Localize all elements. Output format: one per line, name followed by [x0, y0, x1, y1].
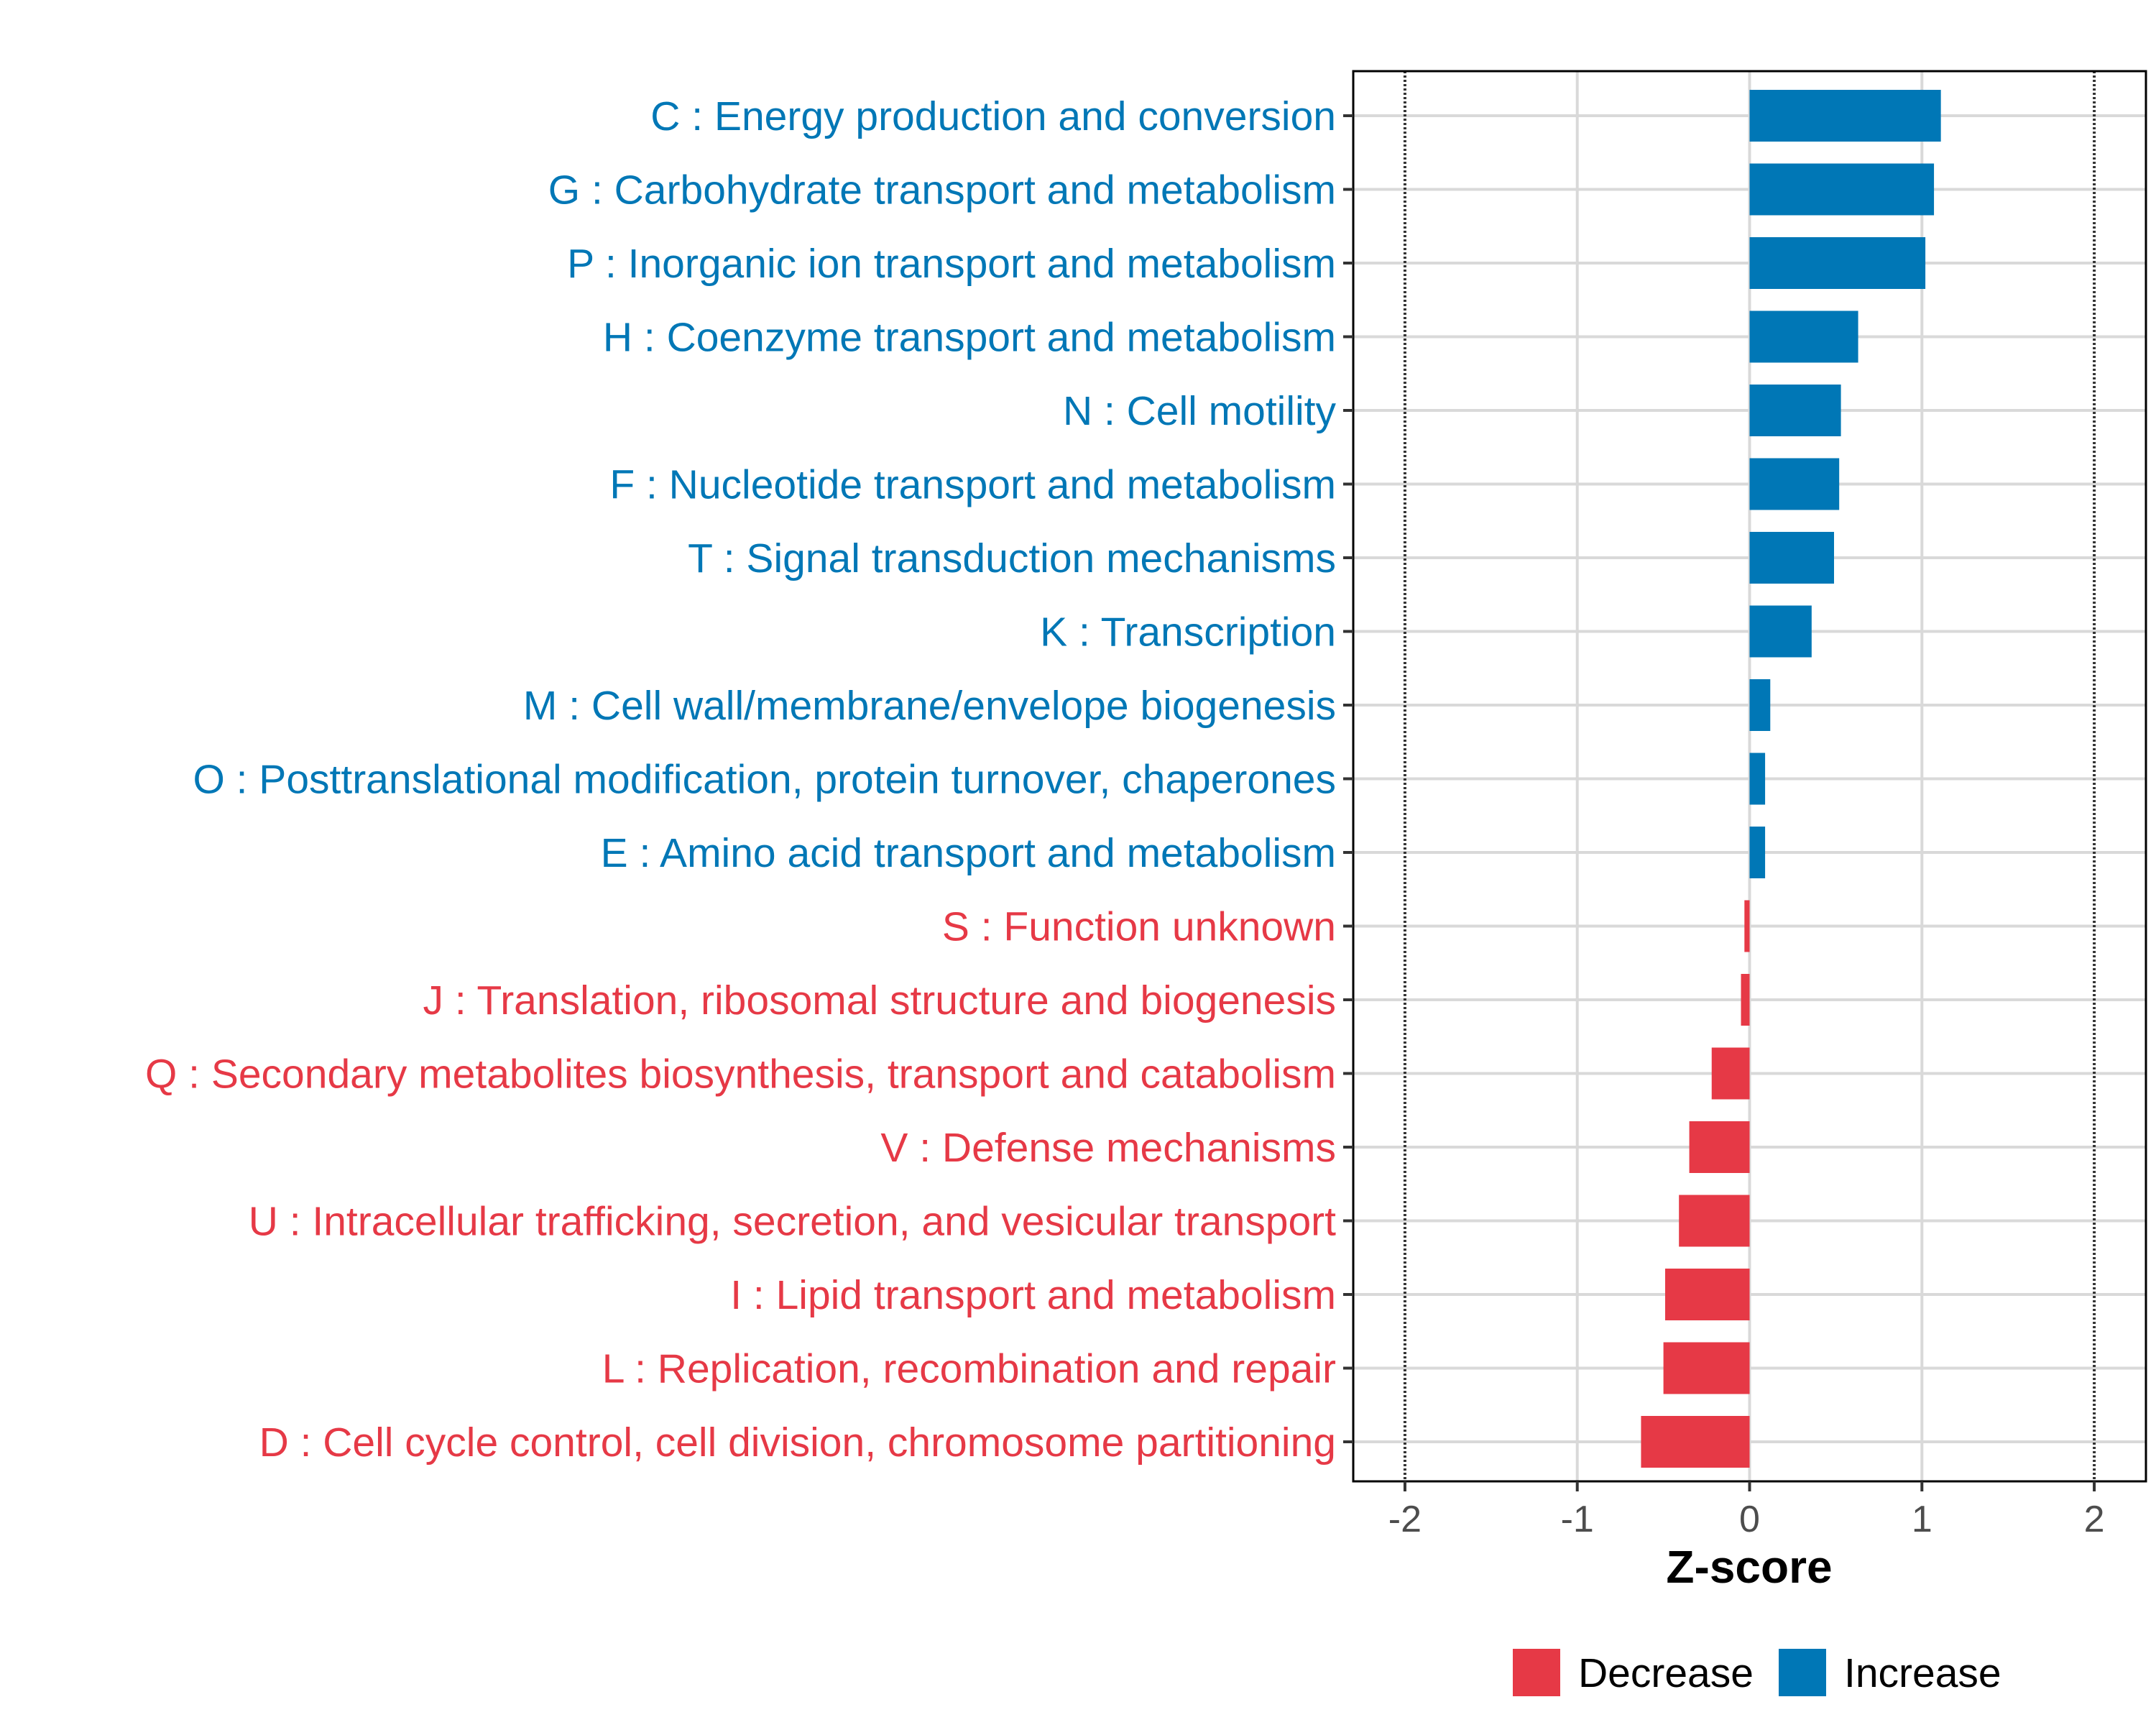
bar: [1741, 974, 1750, 1026]
bar: [1663, 1342, 1750, 1394]
bar: [1749, 827, 1766, 878]
bar: [1749, 310, 1858, 363]
x-tick-label: -2: [1388, 1499, 1422, 1540]
x-tick-label: 1: [1912, 1499, 1932, 1540]
category-label: I : Lipid transport and metabolism: [730, 1272, 1336, 1318]
category-label: U : Intracellular trafficking, secretion…: [249, 1199, 1336, 1245]
category-label: V : Defense mechanisms: [880, 1125, 1336, 1171]
category-label: D : Cell cycle control, cell division, c…: [259, 1420, 1336, 1466]
x-tick-label: 2: [2084, 1499, 2105, 1540]
legend-swatch-decrease: [1513, 1649, 1560, 1696]
category-label: Q : Secondary metabolites biosynthesis, …: [145, 1052, 1336, 1098]
bar: [1749, 753, 1766, 805]
bar: [1749, 237, 1926, 289]
y-axis-labels: C : Energy production and conversion G : …: [145, 93, 1337, 1466]
y-axis-ticks: [1343, 114, 1353, 1443]
bar: [1749, 679, 1771, 731]
bar: [1749, 385, 1841, 436]
category-label: L : Replication, recombination and repai…: [602, 1346, 1336, 1392]
x-axis-ticks: -2 -1 0 1 2: [1388, 1481, 2105, 1540]
bar: [1749, 163, 1935, 216]
category-label: P : Inorganic ion transport and metaboli…: [567, 241, 1336, 287]
bar: [1744, 900, 1750, 952]
category-label: N : Cell motility: [1063, 388, 1337, 434]
bar: [1711, 1047, 1750, 1100]
x-tick-label: -1: [1561, 1499, 1594, 1540]
bar: [1749, 605, 1812, 658]
category-label: S : Function unknown: [942, 904, 1336, 950]
bar: [1665, 1269, 1750, 1320]
x-axis-title: Z-score: [1666, 1541, 1832, 1593]
bar: [1749, 532, 1834, 584]
bar: [1749, 90, 1941, 142]
category-label: C : Energy production and conversion: [650, 93, 1336, 139]
bar: [1679, 1195, 1750, 1247]
reference-lines: [1403, 71, 2096, 1481]
category-label: G : Carbohydrate transport and metabolis…: [548, 167, 1336, 213]
category-label: J : Translation, ribosomal structure and…: [423, 978, 1336, 1024]
category-label: M : Cell wall/membrane/envelope biogenes…: [523, 683, 1336, 729]
category-label: F : Nucleotide transport and metabolism: [609, 462, 1336, 508]
category-label: T : Signal transduction mechanisms: [688, 535, 1336, 581]
category-label: H : Coenzyme transport and metabolism: [603, 315, 1336, 361]
category-label: K : Transcription: [1040, 610, 1336, 656]
bar: [1641, 1416, 1750, 1468]
category-label: O : Posttranslational modification, prot…: [193, 757, 1336, 803]
bar: [1689, 1121, 1750, 1173]
legend-label-decrease: Decrease: [1578, 1650, 1754, 1696]
legend-label-increase: Increase: [1844, 1650, 2001, 1696]
legend-swatch-increase: [1779, 1649, 1826, 1696]
category-label: E : Amino acid transport and metabolism: [601, 830, 1336, 876]
bars: [1641, 90, 1941, 1468]
bar: [1749, 458, 1840, 510]
legend: Decrease Increase: [1513, 1649, 2001, 1696]
x-tick-label: 0: [1739, 1499, 1760, 1540]
